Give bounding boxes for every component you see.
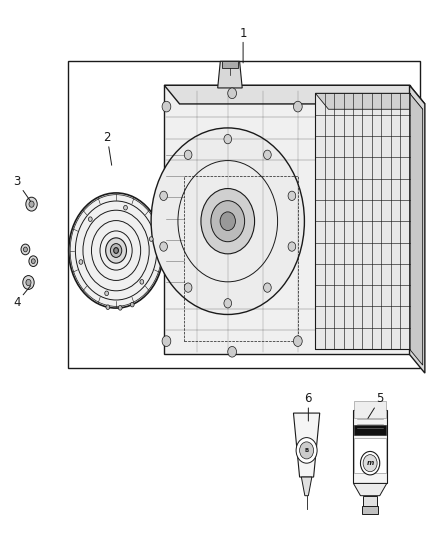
Circle shape (296, 438, 317, 463)
Circle shape (105, 291, 109, 296)
Text: 6: 6 (304, 392, 312, 421)
Circle shape (288, 242, 296, 251)
Circle shape (224, 134, 232, 144)
Circle shape (23, 276, 34, 289)
Circle shape (224, 298, 232, 308)
Text: 1: 1 (239, 27, 247, 63)
Text: 2: 2 (103, 131, 112, 165)
Polygon shape (410, 93, 423, 365)
Text: 5: 5 (368, 392, 384, 418)
Circle shape (79, 260, 83, 264)
Polygon shape (293, 413, 320, 477)
Circle shape (31, 259, 35, 264)
Bar (354, 438, 386, 473)
Circle shape (118, 305, 122, 310)
Circle shape (114, 248, 118, 253)
Circle shape (162, 101, 171, 112)
Polygon shape (353, 410, 387, 483)
Circle shape (288, 191, 296, 200)
Circle shape (228, 88, 237, 99)
Circle shape (149, 237, 153, 241)
Bar (362, 506, 378, 514)
Text: 3: 3 (13, 175, 31, 201)
Bar (68, 61, 420, 368)
Circle shape (131, 302, 134, 307)
Circle shape (360, 451, 380, 475)
Bar (222, 61, 238, 68)
Polygon shape (410, 85, 425, 373)
Polygon shape (164, 85, 425, 104)
Circle shape (184, 283, 192, 292)
Circle shape (220, 212, 236, 230)
Bar (354, 401, 386, 418)
Circle shape (300, 442, 314, 459)
Text: 4: 4 (13, 286, 31, 309)
Circle shape (228, 346, 237, 357)
Circle shape (140, 279, 144, 284)
Circle shape (29, 201, 34, 207)
Bar (363, 496, 377, 508)
Circle shape (29, 256, 38, 266)
Circle shape (293, 101, 302, 112)
Bar (354, 425, 386, 435)
Circle shape (110, 244, 122, 257)
Circle shape (162, 336, 171, 346)
Circle shape (21, 244, 30, 255)
Polygon shape (353, 483, 387, 496)
Circle shape (184, 150, 192, 159)
Circle shape (363, 455, 377, 472)
Circle shape (69, 193, 163, 308)
Circle shape (88, 217, 92, 222)
Circle shape (160, 191, 167, 200)
Circle shape (106, 305, 110, 310)
Circle shape (151, 128, 304, 314)
Circle shape (26, 279, 31, 286)
Polygon shape (218, 61, 242, 88)
Polygon shape (315, 93, 423, 109)
Bar (315, 93, 410, 349)
Text: m: m (367, 460, 374, 466)
Text: B: B (304, 448, 309, 453)
Circle shape (106, 238, 127, 263)
Circle shape (26, 197, 37, 211)
Polygon shape (164, 85, 410, 354)
Circle shape (201, 189, 254, 254)
Circle shape (264, 150, 271, 159)
Circle shape (293, 336, 302, 346)
Bar (184, 176, 298, 341)
Circle shape (264, 283, 271, 292)
Circle shape (211, 200, 244, 242)
Circle shape (124, 205, 127, 210)
Circle shape (160, 242, 167, 251)
Polygon shape (301, 477, 312, 496)
Circle shape (24, 247, 27, 252)
